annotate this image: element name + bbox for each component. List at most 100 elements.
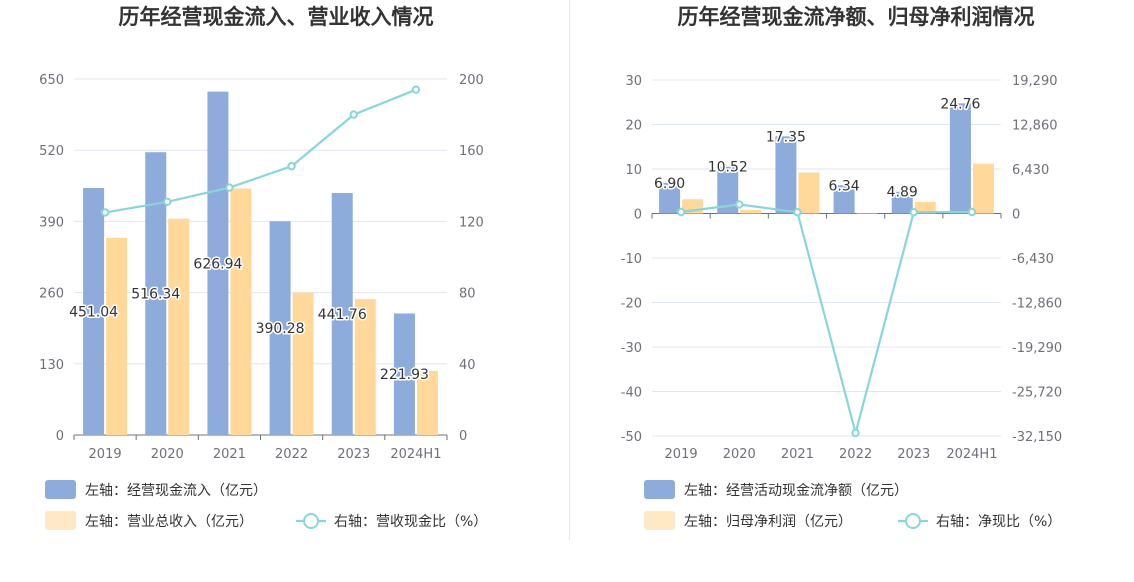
right-axis-tick: 120	[459, 215, 484, 230]
bar-series1	[717, 166, 739, 214]
right-axis-tick: 160	[459, 144, 484, 159]
left-axis-tick: -10	[621, 252, 642, 267]
category-label: 2024H1	[390, 447, 441, 462]
left-axis-tick: 20	[625, 119, 642, 134]
right-axis-tick: 6,430	[1012, 163, 1049, 178]
line-point	[287, 162, 296, 171]
category-label: 2020	[723, 447, 756, 462]
bar-series1	[775, 136, 797, 214]
line-point	[100, 208, 110, 217]
right-axis-tick: 0	[1012, 208, 1020, 223]
right-axis-tick: -32,150	[1012, 430, 1062, 445]
bar-series2	[230, 188, 252, 435]
legend-marker-series3	[303, 513, 319, 529]
bar-value-label: 17.35	[766, 129, 806, 145]
chart-title: 历年经营现金流入、营业收入情况	[119, 5, 434, 29]
bar-series1	[331, 193, 353, 435]
right-axis-tick: 80	[459, 287, 476, 302]
left-axis-tick: -50	[621, 430, 642, 445]
bar-series1	[83, 187, 105, 435]
left-axis-tick: 10	[625, 163, 642, 178]
bar-series1	[145, 152, 167, 435]
panel-divider	[569, 0, 570, 540]
bar-series2	[416, 370, 438, 435]
bar-series1	[949, 103, 971, 214]
bar-series2	[168, 218, 190, 435]
legend-label-series3: 右轴：营收现金比（%）	[334, 514, 487, 530]
bar-series2	[856, 213, 878, 214]
bar-value-label: 441.76	[318, 307, 367, 323]
legend-swatch-series1	[644, 480, 675, 499]
right-axis-tick: -19,290	[1012, 341, 1062, 356]
bar-series2	[798, 172, 820, 214]
category-label: 2023	[897, 447, 930, 462]
line-point	[411, 85, 421, 94]
left-axis-tick: -30	[621, 341, 642, 356]
legend-marker-series3	[905, 513, 921, 529]
bar-value-label: 6.90	[654, 176, 685, 192]
bar-series2	[914, 201, 936, 214]
line-point	[349, 110, 358, 119]
bar-series1	[269, 221, 291, 435]
line-point	[163, 197, 172, 207]
legend-swatch-series1	[45, 480, 76, 499]
bar-series1	[833, 185, 855, 214]
line-point	[967, 207, 977, 217]
bar-series2	[292, 292, 314, 435]
left-axis-tick: 260	[39, 287, 64, 302]
bar-value-label: 6.34	[828, 178, 859, 194]
bar-value-label: 516.34	[131, 287, 180, 303]
bar-value-label: 10.52	[708, 160, 748, 176]
legend-label-series2: 左轴：归母净利润（亿元）	[684, 513, 852, 530]
legend-label-series3: 右轴：净现比（%）	[936, 514, 1061, 530]
line-point	[851, 428, 860, 438]
line-point	[735, 200, 744, 209]
category-label: 2021	[781, 447, 814, 462]
line-point	[909, 207, 918, 217]
category-label: 2019	[665, 447, 698, 462]
right-axis-tick: 40	[459, 358, 476, 373]
legend-swatch-series2	[644, 511, 675, 530]
left-axis-tick: -40	[621, 386, 642, 401]
right-axis-tick: 19,290	[1012, 74, 1058, 89]
category-label: 2020	[151, 447, 184, 462]
bar-series1	[659, 182, 681, 214]
left-axis-tick: 0	[56, 429, 64, 444]
bar-value-label: 626.94	[193, 256, 242, 272]
left-axis-tick: -20	[621, 297, 642, 312]
bar-series2	[972, 163, 994, 214]
right-axis-tick: 0	[459, 429, 467, 444]
category-label: 2022	[839, 447, 872, 462]
right-axis-tick: 12,860	[1012, 119, 1058, 134]
line-point	[793, 207, 802, 217]
right-axis-tick: -12,860	[1012, 297, 1062, 312]
bar-value-label: 390.28	[256, 321, 305, 337]
bar-value-label: 451.04	[69, 304, 118, 320]
category-label: 2021	[213, 447, 246, 462]
legend-label-series2: 左轴：营业总收入（亿元）	[85, 514, 253, 530]
left-axis-tick: 390	[39, 215, 64, 230]
chart-panel-left: 历年经营现金流入、营业收入情况 0 130 260 390 520 650 0 40 80 120 1…	[39, 5, 487, 530]
bar-value-label: 4.89	[887, 185, 918, 201]
cashflow-revenue-chart: 历年经营现金流入、营业收入情况 0 130 260 390 520 650 0 40 80 120 1…	[39, 5, 487, 530]
category-label: 2023	[337, 447, 370, 462]
bar-series1	[891, 191, 913, 214]
bar-series2	[354, 299, 376, 435]
chart-panel-right: 历年经营现金流净额、归母净利润情况 -50 -40 -30 -20 -10 0 10 20 30 -…	[572, 0, 1134, 582]
left-axis-tick: 130	[39, 358, 64, 373]
right-axis-tick: 200	[459, 73, 484, 88]
legend-label-series1: 左轴：经营活动现金流净额（亿元）	[684, 483, 908, 499]
right-axis-tick: -25,720	[1012, 386, 1062, 401]
left-axis-tick: 650	[39, 73, 64, 88]
bar-series1	[393, 313, 415, 435]
left-axis-tick: 30	[625, 74, 642, 89]
bar-value-label: 24.76	[940, 96, 980, 112]
category-label: 2024H1	[946, 447, 997, 462]
chart-title: 历年经营现金流净额、归母净利润情况	[678, 5, 1035, 29]
legend-label-series1: 左轴：经营现金流入（亿元）	[85, 483, 267, 499]
category-label: 2022	[275, 447, 308, 462]
bar-series1	[207, 91, 229, 435]
bar-series2	[106, 237, 128, 435]
bar-series2	[740, 209, 762, 214]
bar-value-label: 221.93	[380, 367, 429, 383]
